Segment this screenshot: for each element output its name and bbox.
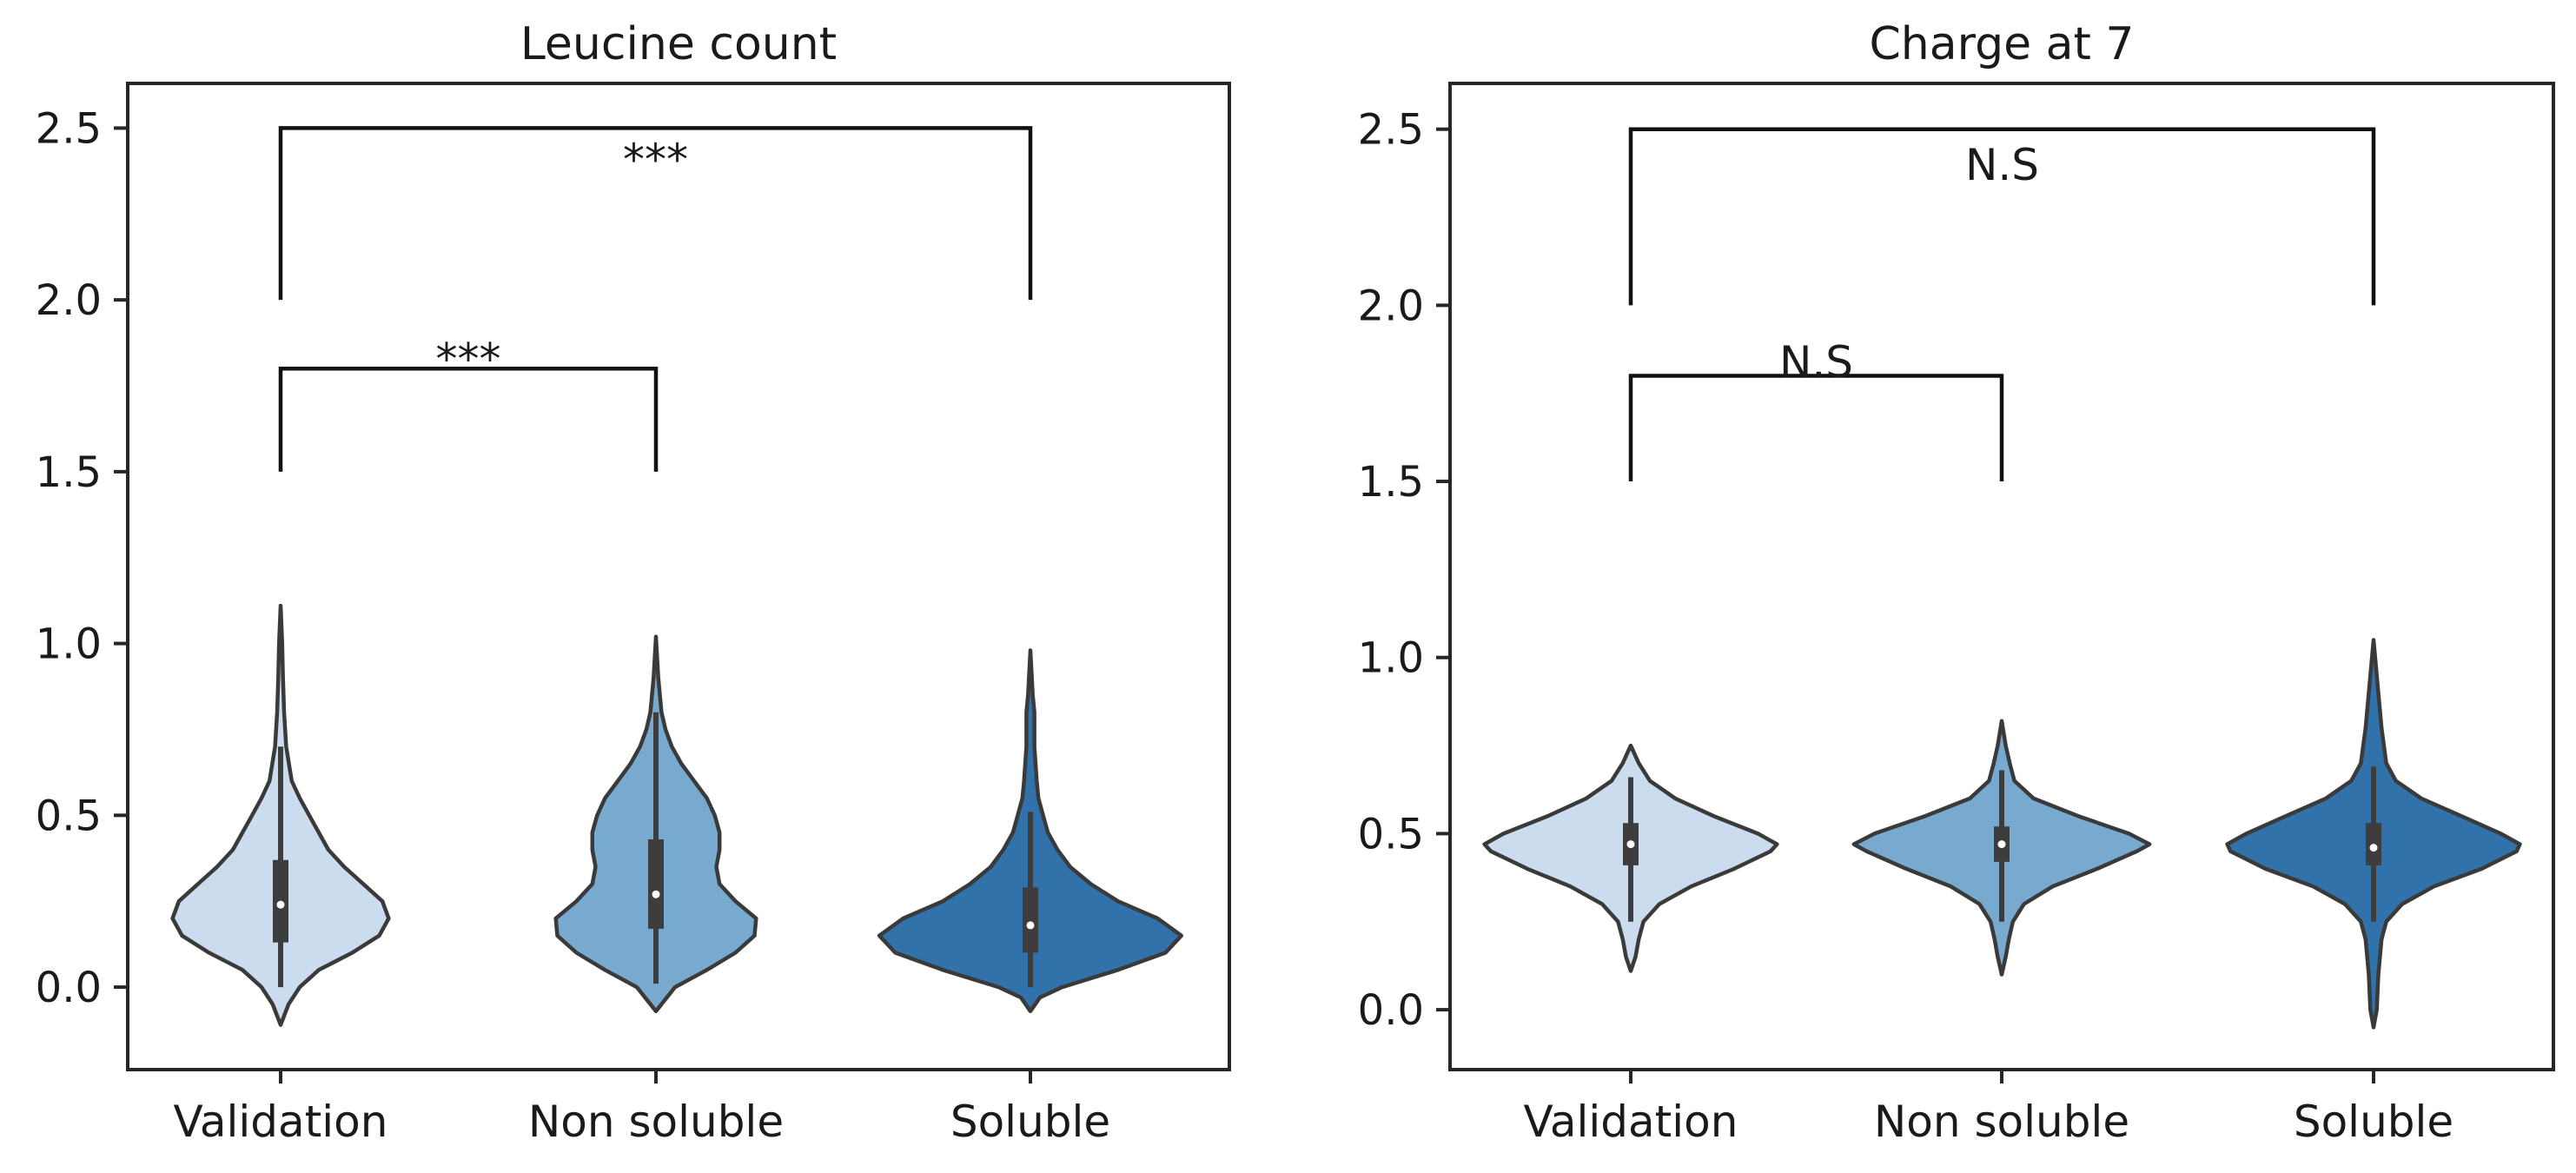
y-tick-label: 1.0 xyxy=(1358,634,1424,683)
y-tick-label: 1.0 xyxy=(36,620,102,669)
significance-bracket xyxy=(278,126,1033,301)
y-tick-label: 2.5 xyxy=(36,104,102,153)
x-category-label-validation: Validation xyxy=(174,1097,388,1147)
panel-charge-at-7: Charge at 7 N.S N.S 0.0 0.5 1.0 1.5 2.0 2.5 Valid… xyxy=(1358,18,2555,1147)
x-category-label-non-soluble: Non soluble xyxy=(528,1097,784,1147)
median-dot-validation xyxy=(1626,840,1635,849)
significance-label: *** xyxy=(436,334,501,384)
y-tick-label: 1.5 xyxy=(36,448,102,497)
y-tick-label: 1.5 xyxy=(1358,458,1424,507)
significance-bracket xyxy=(278,366,659,472)
significance-label: N.S xyxy=(1779,337,1853,388)
y-tick-label: 2.0 xyxy=(1358,282,1424,330)
significance-bracket xyxy=(1628,127,2376,306)
chart-title: Leucine count xyxy=(520,18,837,70)
significance-bracket xyxy=(1628,374,2004,482)
chart-title: Charge at 7 xyxy=(1870,18,2135,70)
median-dot-non-soluble xyxy=(1997,840,2006,849)
median-dot-soluble xyxy=(1026,921,1035,930)
y-tick-label: 0.0 xyxy=(36,964,102,1012)
axes-frame xyxy=(126,82,1231,1071)
x-category-label-validation: Validation xyxy=(1524,1097,1738,1147)
median-dot-non-soluble xyxy=(652,890,660,898)
panel-leucine-count: Leucine count *** *** 0.0 0.5 1.0 1.5 2.0 2.5 Val… xyxy=(36,18,1231,1147)
y-tick-label: 0.5 xyxy=(1358,810,1424,858)
x-category-label-non-soluble: Non soluble xyxy=(1874,1097,2129,1147)
significance-label: N.S xyxy=(1965,140,2039,190)
y-tick-label: 0.0 xyxy=(1358,986,1424,1035)
y-tick-label: 2.0 xyxy=(36,276,102,325)
significance-label: *** xyxy=(623,135,688,185)
x-category-label-soluble: Soluble xyxy=(950,1097,1110,1147)
x-category-label-soluble: Soluble xyxy=(2294,1097,2453,1147)
y-tick-label: 0.5 xyxy=(36,792,102,840)
y-tick-label: 2.5 xyxy=(1358,106,1424,155)
median-dot-soluble xyxy=(2369,844,2378,852)
median-dot-validation xyxy=(276,900,285,909)
